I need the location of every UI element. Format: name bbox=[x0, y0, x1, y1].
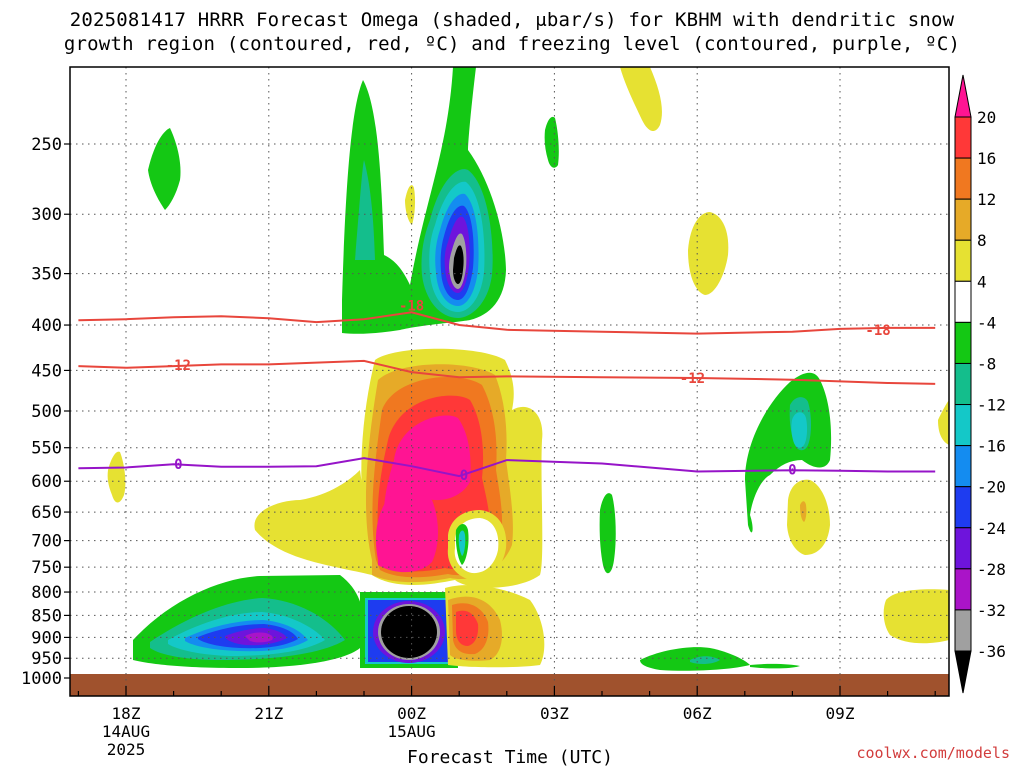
colorbar-label: -8 bbox=[977, 354, 996, 373]
x-tick-label: 09Z bbox=[826, 704, 855, 723]
colorbar-swatch bbox=[954, 650, 972, 694]
y-axis: 2503003504004505005506006507007508008509… bbox=[21, 135, 70, 689]
y-tick-label: 900 bbox=[31, 628, 62, 648]
colorbar-swatch bbox=[954, 445, 972, 488]
ground-surface bbox=[70, 674, 949, 696]
x-tick-date: 15AUG bbox=[388, 722, 436, 741]
colorbar-label: -4 bbox=[977, 313, 996, 332]
y-tick-label: 600 bbox=[31, 472, 62, 492]
contour-line bbox=[78, 457, 936, 478]
contour-label: 0 bbox=[788, 462, 796, 478]
y-tick-label: 500 bbox=[31, 402, 62, 422]
x-tick-label: 18Z bbox=[112, 704, 141, 723]
colorbar-label: 20 bbox=[977, 108, 996, 127]
colorbar-swatch bbox=[954, 198, 972, 241]
colorbar-swatch bbox=[954, 404, 972, 447]
colorbar: 20 16 12 8 4 -4 -8 -12 -16 -20 -24 -28 -32 -36 bbox=[954, 74, 1006, 694]
colorbar-label: -16 bbox=[977, 437, 1006, 456]
colorbar-swatch bbox=[954, 527, 972, 570]
colorbar-label: -24 bbox=[977, 519, 1006, 538]
colorbar-label: 4 bbox=[977, 272, 987, 291]
x-tick-year: 2025 bbox=[107, 740, 146, 759]
x-tick-label: 06Z bbox=[683, 704, 712, 723]
x-tick-label: 21Z bbox=[254, 704, 283, 723]
contour-label: -12 bbox=[680, 371, 705, 387]
site-credit[interactable]: coolwx.com/models bbox=[856, 744, 1010, 762]
colorbar-swatch bbox=[954, 280, 972, 323]
y-tick-label: 700 bbox=[31, 532, 62, 552]
colorbar-swatch bbox=[954, 486, 972, 529]
y-tick-label: 250 bbox=[31, 135, 62, 155]
y-tick-label: 650 bbox=[31, 503, 62, 523]
colorbar-swatch bbox=[954, 116, 972, 159]
chart-title-line1: 2025081417 HRRR Forecast Omega (shaded, … bbox=[69, 9, 955, 31]
plot-frame bbox=[69, 66, 950, 697]
contour-label: -18 bbox=[865, 323, 890, 339]
colorbar-swatch bbox=[954, 321, 972, 364]
colorbar-swatch bbox=[954, 157, 972, 200]
x-tick-label: 00Z bbox=[397, 704, 426, 723]
y-tick-label: 1000 bbox=[21, 669, 62, 689]
colorbar-swatch bbox=[954, 74, 972, 118]
colorbar-label: -28 bbox=[977, 560, 1006, 579]
y-tick-label: 950 bbox=[31, 649, 62, 669]
y-tick-label: 400 bbox=[31, 316, 62, 336]
x-tick-label: 03Z bbox=[540, 704, 569, 723]
grid-lines bbox=[70, 67, 949, 696]
y-tick-label: 850 bbox=[31, 606, 62, 626]
colorbar-label: -20 bbox=[977, 478, 1006, 497]
contour-label: 0 bbox=[174, 457, 182, 473]
colorbar-swatch bbox=[954, 568, 972, 611]
contour-label: -18 bbox=[399, 298, 424, 314]
colorbar-swatch bbox=[954, 239, 972, 282]
contour-label: -12 bbox=[166, 358, 191, 374]
x-axis-label: Forecast Time (UTC) bbox=[407, 747, 613, 768]
y-tick-label: 450 bbox=[31, 361, 62, 381]
x-tick-date: 14AUG bbox=[102, 722, 150, 741]
colorbar-label: 16 bbox=[977, 149, 996, 168]
y-tick-label: 750 bbox=[31, 558, 62, 578]
colorbar-label: 12 bbox=[977, 190, 996, 209]
omega-shading bbox=[107, 67, 949, 671]
y-tick-label: 350 bbox=[31, 265, 62, 285]
colorbar-label: -12 bbox=[977, 396, 1006, 415]
colorbar-label: 8 bbox=[977, 231, 987, 250]
colorbar-swatch bbox=[954, 609, 972, 652]
contour-labels: -18 -18 -12 -12 0 0 0 bbox=[166, 298, 891, 484]
contour-line bbox=[78, 311, 936, 335]
contour-lines bbox=[78, 311, 936, 478]
y-tick-label: 300 bbox=[31, 205, 62, 225]
y-tick-label: 800 bbox=[31, 583, 62, 603]
colorbar-label: -32 bbox=[977, 601, 1006, 620]
contour-label: 0 bbox=[460, 468, 468, 484]
contour-line bbox=[78, 359, 936, 385]
colorbar-swatch bbox=[954, 362, 972, 406]
y-tick-label: 550 bbox=[31, 439, 62, 459]
chart-title-line2: growth region (contoured, red, ºC) and f… bbox=[63, 33, 961, 55]
colorbar-label: -36 bbox=[977, 642, 1006, 661]
